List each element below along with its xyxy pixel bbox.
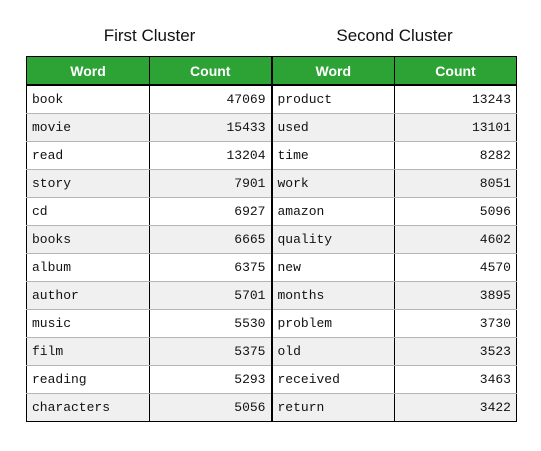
first-cluster-word-cell: author [26, 281, 150, 310]
first-cluster-count-cell: 6665 [149, 225, 272, 254]
first-cluster-title: First Cluster [103, 26, 196, 45]
first-cluster-word-cell: books [26, 225, 150, 254]
table-row: read 13204 time 8282 [26, 141, 517, 170]
second-cluster-word-cell: time [270, 141, 395, 170]
second-cluster-count-cell: 4570 [394, 253, 517, 282]
second-cluster-word-cell: product [270, 84, 395, 114]
second-cluster-count-cell: 3463 [394, 365, 517, 394]
first-cluster-count-cell: 15433 [149, 113, 272, 142]
first-cluster-count-cell: 5056 [149, 393, 272, 422]
table-row: characters 5056 return 3422 [26, 393, 517, 422]
second-cluster-count-cell: 8282 [394, 141, 517, 170]
second-cluster-word-cell: used [270, 113, 395, 142]
second-cluster-count-cell: 3895 [394, 281, 517, 310]
table-row: music 5530 problem 3730 [26, 309, 517, 338]
second-cluster-count-cell: 3523 [394, 337, 517, 366]
first-cluster-word-cell: story [26, 169, 150, 198]
first-cluster-word-cell: characters [26, 393, 150, 422]
table-row: film 5375 old 3523 [26, 337, 517, 366]
first-cluster-count-cell: 47069 [149, 84, 272, 114]
first-cluster-count-cell: 6375 [149, 253, 272, 282]
second-cluster-word-cell: problem [270, 309, 395, 338]
second-cluster-count-cell: 13101 [394, 113, 517, 142]
first-cluster-word-header: Word [26, 56, 150, 86]
second-cluster-word-cell: new [270, 253, 395, 282]
first-cluster-word-cell: movie [26, 113, 150, 142]
first-cluster-count-header: Count [149, 56, 272, 86]
first-cluster-count-cell: 5530 [149, 309, 272, 338]
table-body: book 47069 product 13243 movie 15433 used 13101… [26, 84, 517, 422]
table-row: reading 5293 received 3463 [26, 365, 517, 394]
table-row: books 6665 quality 4602 [26, 225, 517, 254]
first-cluster-count-cell: 7901 [149, 169, 272, 198]
second-cluster-count-cell: 13243 [394, 84, 517, 114]
second-cluster-count-header: Count [394, 56, 517, 86]
first-cluster-count-cell: 6927 [149, 197, 272, 226]
second-cluster-count-cell: 3422 [394, 393, 517, 422]
second-cluster-count-cell: 4602 [394, 225, 517, 254]
second-cluster-word-cell: received [270, 365, 395, 394]
second-cluster-count-cell: 3730 [394, 309, 517, 338]
table-row: album 6375 new 4570 [26, 253, 517, 282]
first-cluster-count-cell: 5701 [149, 281, 272, 310]
second-cluster-title: Second Cluster [336, 26, 453, 45]
first-cluster-word-cell: book [26, 84, 150, 114]
cluster-word-count-table: Word Count Word Count book 47069 product 13… [26, 56, 517, 422]
second-cluster-word-cell: old [270, 337, 395, 366]
second-cluster-word-cell: return [270, 393, 395, 422]
first-cluster-count-cell: 5293 [149, 365, 272, 394]
first-cluster-word-cell: cd [26, 197, 150, 226]
first-cluster-count-cell: 5375 [149, 337, 272, 366]
first-cluster-word-cell: read [26, 141, 150, 170]
second-cluster-count-cell: 8051 [394, 169, 517, 198]
header-row: Word Count Word Count [26, 56, 517, 86]
second-cluster-word-cell: quality [270, 225, 395, 254]
table-row: movie 15433 used 13101 [26, 113, 517, 142]
second-cluster-word-header: Word [270, 56, 395, 86]
first-cluster-word-cell: music [26, 309, 150, 338]
table-row: book 47069 product 13243 [26, 84, 517, 114]
table-row: cd 6927 amazon 5096 [26, 197, 517, 226]
table-row: author 5701 months 3895 [26, 281, 517, 310]
second-cluster-count-cell: 5096 [394, 197, 517, 226]
table-row: story 7901 work 8051 [26, 169, 517, 198]
first-cluster-word-cell: reading [26, 365, 150, 394]
second-cluster-word-cell: amazon [270, 197, 395, 226]
first-cluster-word-cell: album [26, 253, 150, 282]
first-cluster-count-cell: 13204 [149, 141, 272, 170]
second-cluster-word-cell: months [270, 281, 395, 310]
first-cluster-word-cell: film [26, 337, 150, 366]
second-cluster-word-cell: work [270, 169, 395, 198]
